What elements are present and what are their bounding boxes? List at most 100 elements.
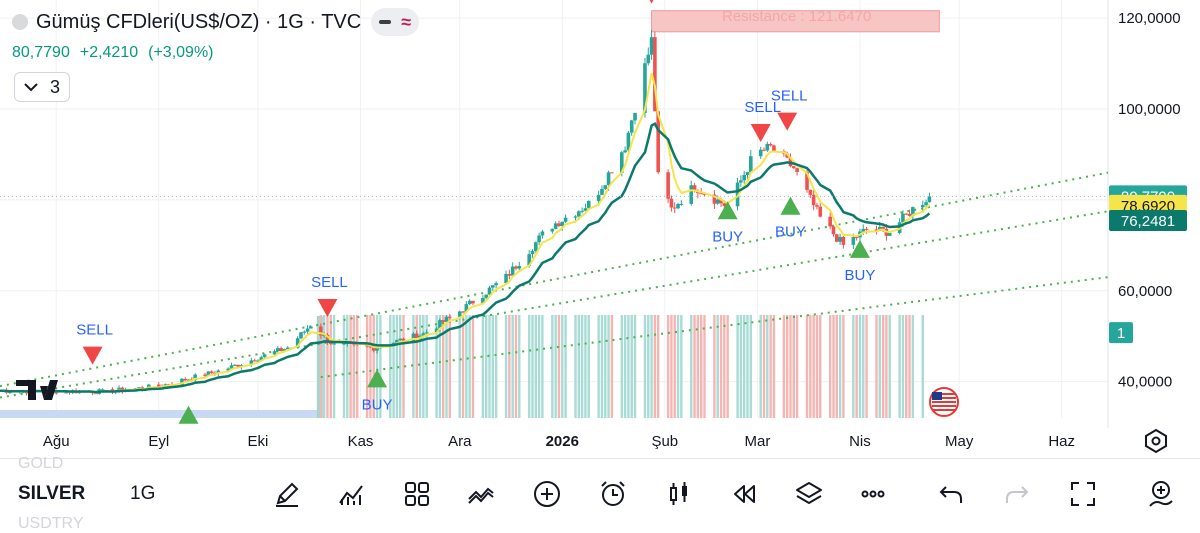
candle-body bbox=[739, 180, 743, 183]
more-icon[interactable] bbox=[858, 479, 888, 509]
layers-icon[interactable] bbox=[794, 479, 824, 509]
volume-bar bbox=[785, 315, 789, 418]
volume-bar bbox=[855, 315, 858, 418]
volume-bar bbox=[342, 315, 346, 418]
candle-body bbox=[365, 345, 369, 347]
volume-bars bbox=[0, 315, 924, 418]
buy-signal-label: BUY bbox=[712, 228, 743, 245]
candle-body bbox=[818, 206, 823, 217]
sell-signal-label: SELL bbox=[76, 322, 113, 339]
candle-body bbox=[252, 360, 257, 362]
volume-bar bbox=[448, 315, 452, 418]
symbol-list-prev[interactable]: GOLD bbox=[18, 455, 64, 472]
sell-signal-label: SELL bbox=[311, 274, 348, 291]
flag-stripe bbox=[932, 405, 956, 407]
compare-icon[interactable] bbox=[466, 479, 496, 509]
candle-body bbox=[137, 387, 141, 389]
candle-body bbox=[186, 379, 191, 381]
candle-body bbox=[924, 202, 928, 206]
candle-body bbox=[679, 203, 684, 205]
candle-body bbox=[299, 332, 303, 339]
candle-body bbox=[653, 37, 657, 112]
crowdfunding-icon[interactable] bbox=[1146, 479, 1176, 509]
tradingview-logo-icon bbox=[16, 380, 58, 400]
layouts-icon[interactable] bbox=[402, 479, 432, 509]
candles-icon[interactable] bbox=[664, 479, 694, 509]
volume-bar bbox=[319, 315, 323, 418]
candle-body bbox=[874, 229, 879, 231]
volume-bar bbox=[418, 315, 422, 418]
add-icon[interactable] bbox=[532, 479, 562, 509]
volume-bar bbox=[365, 315, 369, 418]
candle-body bbox=[322, 334, 326, 336]
symbol-header[interactable]: Gümüş CFDleri(US$/OZ) · 1G · TVC ≈ bbox=[12, 6, 420, 38]
candle-body bbox=[762, 149, 766, 151]
buy-signal-marker bbox=[780, 196, 801, 215]
candle-body bbox=[620, 152, 624, 174]
volume-bar bbox=[716, 315, 719, 418]
header-pill[interactable]: ≈ bbox=[371, 8, 420, 36]
x-tick-label: Ağu bbox=[43, 433, 70, 450]
volume-bar bbox=[627, 315, 630, 418]
volume-bar bbox=[742, 315, 746, 418]
buy-signal-label: BUY bbox=[362, 396, 393, 413]
volume-bar bbox=[561, 315, 564, 418]
volume-bar bbox=[769, 315, 772, 418]
candle-body bbox=[742, 174, 746, 181]
volume-bar bbox=[534, 315, 538, 418]
gear-shape bbox=[1145, 428, 1167, 454]
undo-icon[interactable] bbox=[936, 479, 966, 509]
candle-body bbox=[259, 357, 264, 361]
volume-bar bbox=[322, 315, 326, 418]
wave-icon[interactable]: ≈ bbox=[401, 12, 412, 32]
volume-bar bbox=[812, 315, 815, 418]
indicators-icon[interactable] bbox=[336, 479, 366, 509]
bottom-toolbar: GOLD SILVER USDTRY 1G bbox=[0, 455, 1200, 532]
buy-signal-marker bbox=[849, 239, 870, 258]
sell-signal-marker bbox=[649, 0, 654, 4]
minus-icon[interactable] bbox=[379, 20, 392, 24]
volume-bar bbox=[789, 315, 792, 418]
ema-fast-line bbox=[0, 73, 931, 394]
toolbar-symbol[interactable]: SILVER bbox=[18, 483, 86, 504]
volume-bar bbox=[726, 315, 729, 418]
candle-body bbox=[669, 198, 674, 208]
candle-body bbox=[745, 172, 750, 175]
candle-body bbox=[649, 37, 654, 55]
candle-body bbox=[183, 378, 188, 381]
symbol-list-next[interactable]: USDTRY bbox=[18, 515, 84, 532]
volume-bar bbox=[587, 315, 590, 418]
candle-body bbox=[236, 364, 240, 367]
volume-bar bbox=[518, 315, 521, 418]
candle-body bbox=[643, 63, 647, 113]
candle-body bbox=[517, 265, 522, 269]
candle-body bbox=[586, 200, 591, 209]
candle-body bbox=[216, 370, 221, 374]
candle-body bbox=[623, 150, 627, 153]
candle-body bbox=[699, 193, 703, 195]
candle-body bbox=[203, 374, 207, 376]
candle-body bbox=[209, 371, 214, 373]
candle-body bbox=[295, 338, 300, 348]
candle-body bbox=[927, 196, 932, 203]
volume-bar bbox=[656, 315, 660, 418]
volume-bar bbox=[680, 315, 683, 418]
volume-bar bbox=[676, 315, 680, 418]
replay-icon[interactable] bbox=[728, 479, 758, 509]
collapse-indicators-button[interactable]: 3 bbox=[14, 72, 70, 102]
redo-icon[interactable] bbox=[1002, 479, 1032, 509]
price-readout: 80,7790 +2,4210 (+3,09%) bbox=[12, 44, 224, 62]
toolbar-interval[interactable]: 1G bbox=[130, 483, 156, 504]
candle-body bbox=[785, 153, 789, 158]
volume-bar bbox=[673, 315, 676, 418]
pencil-icon[interactable] bbox=[272, 479, 302, 509]
volume-bar bbox=[815, 315, 819, 418]
fullscreen-icon[interactable] bbox=[1068, 479, 1098, 509]
volume-bar bbox=[885, 315, 888, 418]
volume-bar bbox=[650, 315, 653, 418]
candle-body bbox=[534, 242, 538, 251]
resistance-zone bbox=[651, 10, 940, 33]
alert-clock-icon[interactable] bbox=[598, 479, 628, 509]
settings-gear-icon bbox=[1145, 428, 1167, 454]
